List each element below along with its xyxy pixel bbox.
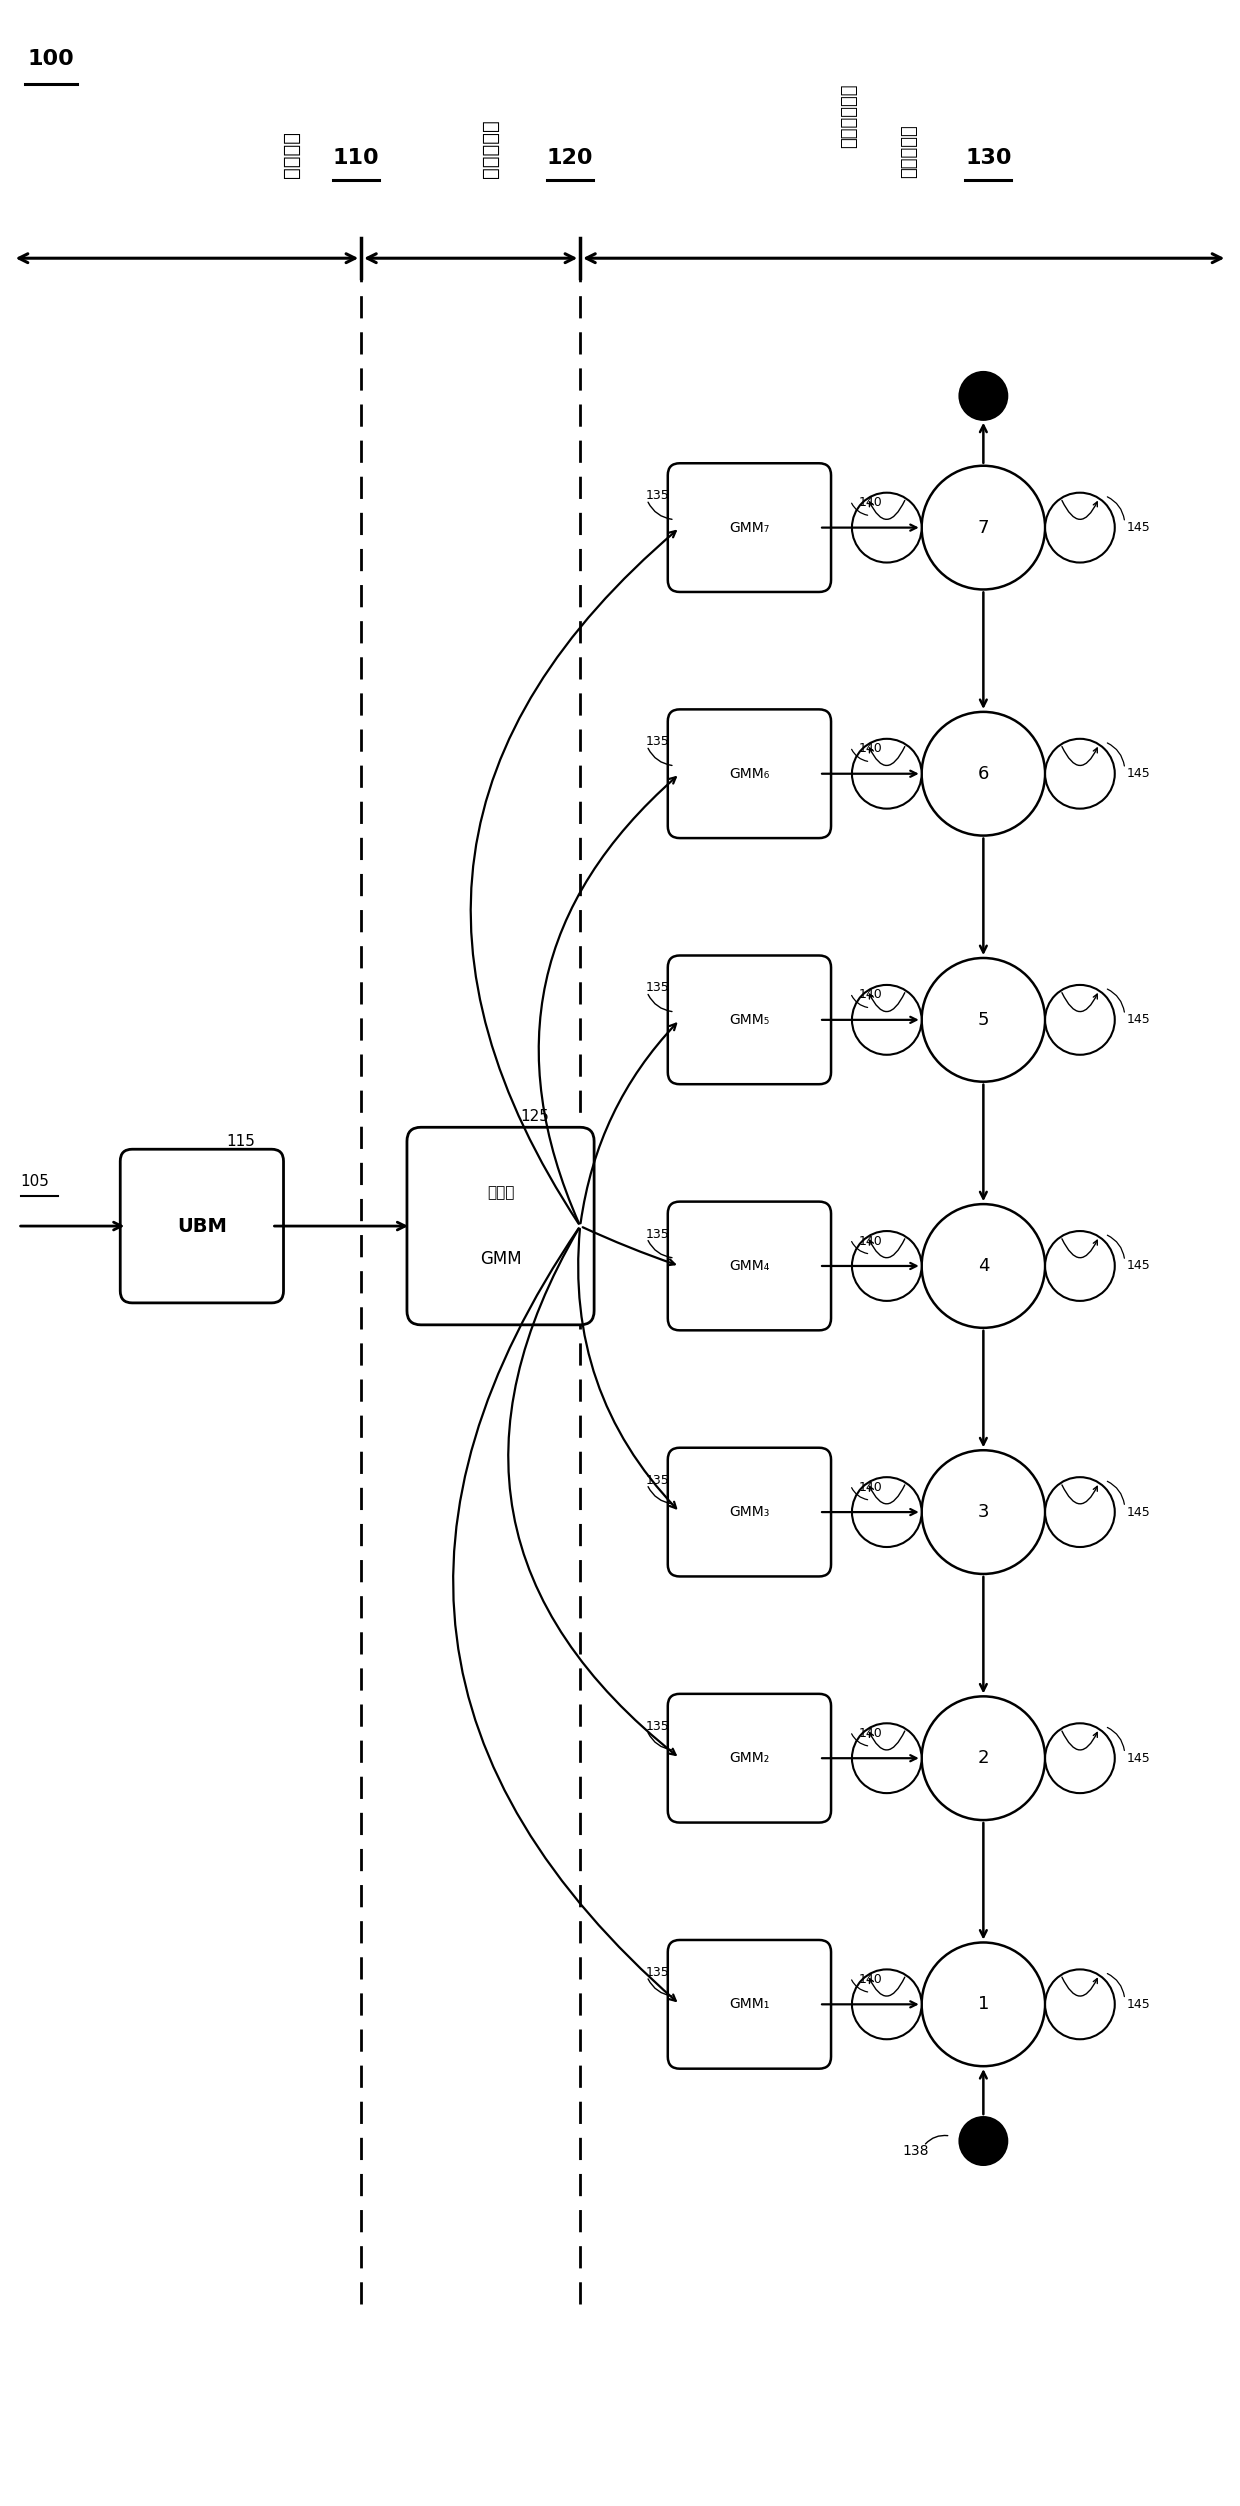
Text: GMM₄: GMM₄ bbox=[729, 1258, 770, 1273]
Text: 145: 145 bbox=[1127, 767, 1151, 779]
Text: 1: 1 bbox=[977, 1995, 990, 2012]
Circle shape bbox=[921, 1203, 1045, 1328]
Text: 140: 140 bbox=[858, 987, 882, 1002]
Text: 100: 100 bbox=[27, 48, 74, 68]
Circle shape bbox=[960, 371, 1007, 421]
Text: 145: 145 bbox=[1127, 1261, 1151, 1273]
Text: 145: 145 bbox=[1127, 1012, 1151, 1027]
Circle shape bbox=[852, 1724, 921, 1794]
Circle shape bbox=[852, 985, 921, 1055]
Circle shape bbox=[1045, 1476, 1115, 1546]
Circle shape bbox=[921, 712, 1045, 834]
Circle shape bbox=[921, 1697, 1045, 1819]
Text: GMM₁: GMM₁ bbox=[729, 1997, 770, 2012]
Circle shape bbox=[852, 1970, 921, 2040]
Circle shape bbox=[960, 2118, 1007, 2165]
Circle shape bbox=[921, 1942, 1045, 2065]
Text: 140: 140 bbox=[858, 496, 882, 509]
Text: 145: 145 bbox=[1127, 521, 1151, 534]
Text: 120: 120 bbox=[547, 148, 594, 168]
Text: 135: 135 bbox=[646, 1965, 670, 1980]
FancyBboxPatch shape bbox=[668, 1694, 831, 1822]
Text: GMM₇: GMM₇ bbox=[729, 521, 770, 534]
Text: 130: 130 bbox=[965, 148, 1012, 168]
Circle shape bbox=[852, 739, 921, 809]
Text: 145: 145 bbox=[1127, 1997, 1151, 2010]
Text: 说话者: 说话者 bbox=[487, 1185, 515, 1200]
Text: 3: 3 bbox=[977, 1504, 990, 1521]
Circle shape bbox=[1045, 739, 1115, 809]
FancyBboxPatch shape bbox=[668, 955, 831, 1085]
Text: 2: 2 bbox=[977, 1749, 990, 1767]
Text: UBM: UBM bbox=[177, 1215, 227, 1235]
Text: GMM₂: GMM₂ bbox=[729, 1752, 770, 1764]
Text: 140: 140 bbox=[858, 1727, 882, 1739]
Text: 说话者模型: 说话者模型 bbox=[481, 120, 500, 178]
Circle shape bbox=[852, 494, 921, 561]
Text: 140: 140 bbox=[858, 742, 882, 754]
FancyBboxPatch shape bbox=[668, 1448, 831, 1576]
FancyBboxPatch shape bbox=[668, 464, 831, 591]
Text: 135: 135 bbox=[646, 734, 670, 749]
Text: 125: 125 bbox=[521, 1108, 549, 1123]
Text: GMM₆: GMM₆ bbox=[729, 767, 770, 782]
Text: 145: 145 bbox=[1127, 1752, 1151, 1764]
Circle shape bbox=[852, 1230, 921, 1301]
FancyBboxPatch shape bbox=[668, 1200, 831, 1331]
Text: GMM: GMM bbox=[480, 1250, 521, 1268]
Text: 140: 140 bbox=[858, 1235, 882, 1248]
FancyBboxPatch shape bbox=[668, 709, 831, 837]
Text: 135: 135 bbox=[646, 1719, 670, 1732]
Text: 与文本相关的: 与文本相关的 bbox=[839, 85, 858, 148]
Text: 135: 135 bbox=[646, 489, 670, 501]
Text: 140: 140 bbox=[858, 1972, 882, 1985]
FancyBboxPatch shape bbox=[407, 1128, 594, 1326]
Circle shape bbox=[921, 957, 1045, 1083]
Text: 105: 105 bbox=[21, 1173, 50, 1188]
Circle shape bbox=[921, 466, 1045, 589]
FancyBboxPatch shape bbox=[120, 1150, 284, 1303]
Circle shape bbox=[1045, 1230, 1115, 1301]
Circle shape bbox=[1045, 1724, 1115, 1794]
Text: 7: 7 bbox=[977, 519, 990, 536]
Text: 135: 135 bbox=[646, 1474, 670, 1486]
Text: 说话者模型: 说话者模型 bbox=[900, 125, 918, 178]
Text: 140: 140 bbox=[858, 1481, 882, 1494]
FancyBboxPatch shape bbox=[668, 1940, 831, 2067]
Text: 135: 135 bbox=[646, 982, 670, 995]
Circle shape bbox=[921, 1451, 1045, 1574]
Text: 138: 138 bbox=[903, 2145, 929, 2158]
Text: 4: 4 bbox=[977, 1258, 990, 1276]
Circle shape bbox=[1045, 494, 1115, 561]
Text: 110: 110 bbox=[332, 148, 379, 168]
Text: 5: 5 bbox=[977, 1010, 990, 1030]
Circle shape bbox=[1045, 1970, 1115, 2040]
Text: 6: 6 bbox=[977, 764, 990, 782]
Text: GMM₃: GMM₃ bbox=[729, 1506, 770, 1519]
Text: 145: 145 bbox=[1127, 1506, 1151, 1519]
Text: 115: 115 bbox=[227, 1133, 255, 1148]
Text: 背景模型: 背景模型 bbox=[281, 130, 301, 178]
Text: GMM₅: GMM₅ bbox=[729, 1012, 770, 1027]
Circle shape bbox=[1045, 985, 1115, 1055]
Text: 135: 135 bbox=[646, 1228, 670, 1240]
Circle shape bbox=[852, 1476, 921, 1546]
